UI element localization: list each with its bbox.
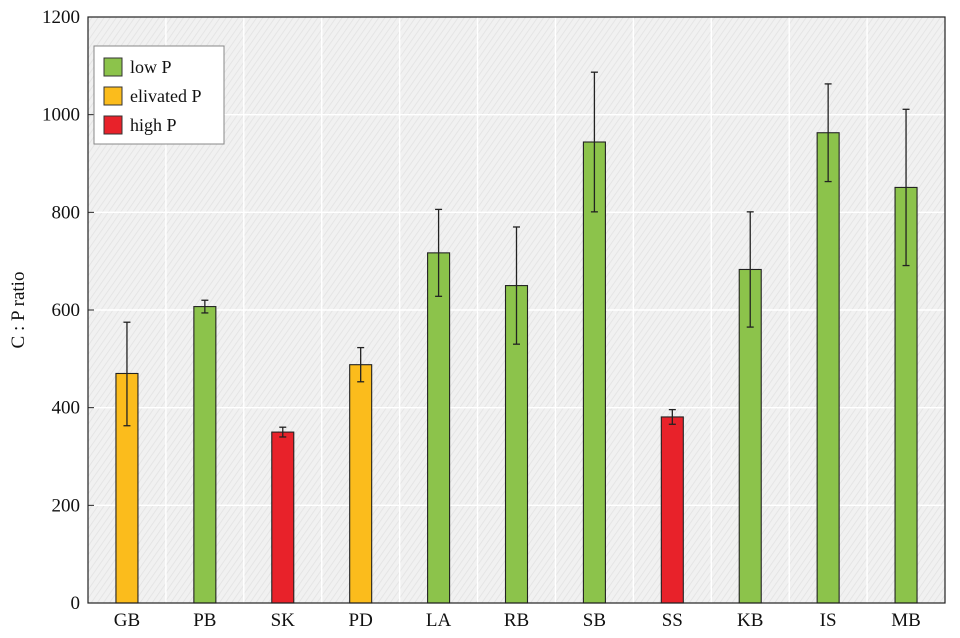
y-tick-label: 1200 — [42, 7, 80, 28]
x-tick-label: SK — [271, 610, 296, 631]
x-tick-label: PD — [349, 610, 373, 631]
bar-is — [816, 132, 840, 604]
legend: low P elivated P high P — [93, 45, 225, 145]
legend-label: high P — [130, 115, 177, 135]
error-bar-sk — [279, 426, 287, 438]
bar-ss — [660, 416, 684, 604]
bar-pd — [349, 364, 373, 604]
x-tick-label: RB — [504, 610, 529, 631]
bar-sk — [271, 431, 295, 604]
y-tick-label: 400 — [52, 398, 81, 419]
x-tick-label: SS — [662, 610, 683, 631]
error-bar-pb — [201, 299, 209, 314]
bar-pb — [193, 306, 217, 604]
x-tick-label: KB — [737, 610, 763, 631]
y-tick-label: 200 — [52, 495, 81, 516]
error-bar-sb — [590, 71, 598, 213]
x-tick-label: GB — [114, 610, 140, 631]
y-axis-label: C : P ratio — [8, 272, 29, 349]
legend-label: elivated P — [130, 86, 201, 106]
legend-swatch — [103, 57, 123, 77]
x-tick-label: PB — [193, 610, 216, 631]
y-tick-label: 1000 — [42, 105, 80, 126]
error-bar-gb — [123, 321, 131, 427]
error-bar-is — [824, 83, 832, 183]
error-bar-rb — [513, 226, 520, 345]
x-tick-label: IS — [820, 610, 837, 631]
x-tick-label: SB — [583, 610, 606, 631]
error-bar-pd — [357, 346, 365, 383]
error-bar-kb — [746, 211, 754, 328]
y-tick-label: 0 — [71, 593, 81, 614]
legend-swatch — [103, 115, 123, 135]
error-bar-ss — [668, 408, 676, 425]
legend-swatch — [103, 86, 123, 106]
error-bars — [123, 71, 910, 438]
error-bar-mb — [902, 108, 910, 267]
x-tick-label: LA — [426, 610, 452, 631]
y-axis-ticks: 0 200 400 600 800 1000 1200 — [42, 7, 94, 614]
y-tick-label: 800 — [52, 202, 81, 223]
bar-la — [427, 252, 451, 604]
legend-label: low P — [130, 57, 172, 77]
error-bar-la — [435, 208, 443, 297]
y-tick-label: 600 — [52, 300, 81, 321]
x-axis-ticks: GB PB SK PD LA RB SB SS KB IS MB — [114, 610, 921, 631]
x-tick-label: MB — [891, 610, 921, 631]
